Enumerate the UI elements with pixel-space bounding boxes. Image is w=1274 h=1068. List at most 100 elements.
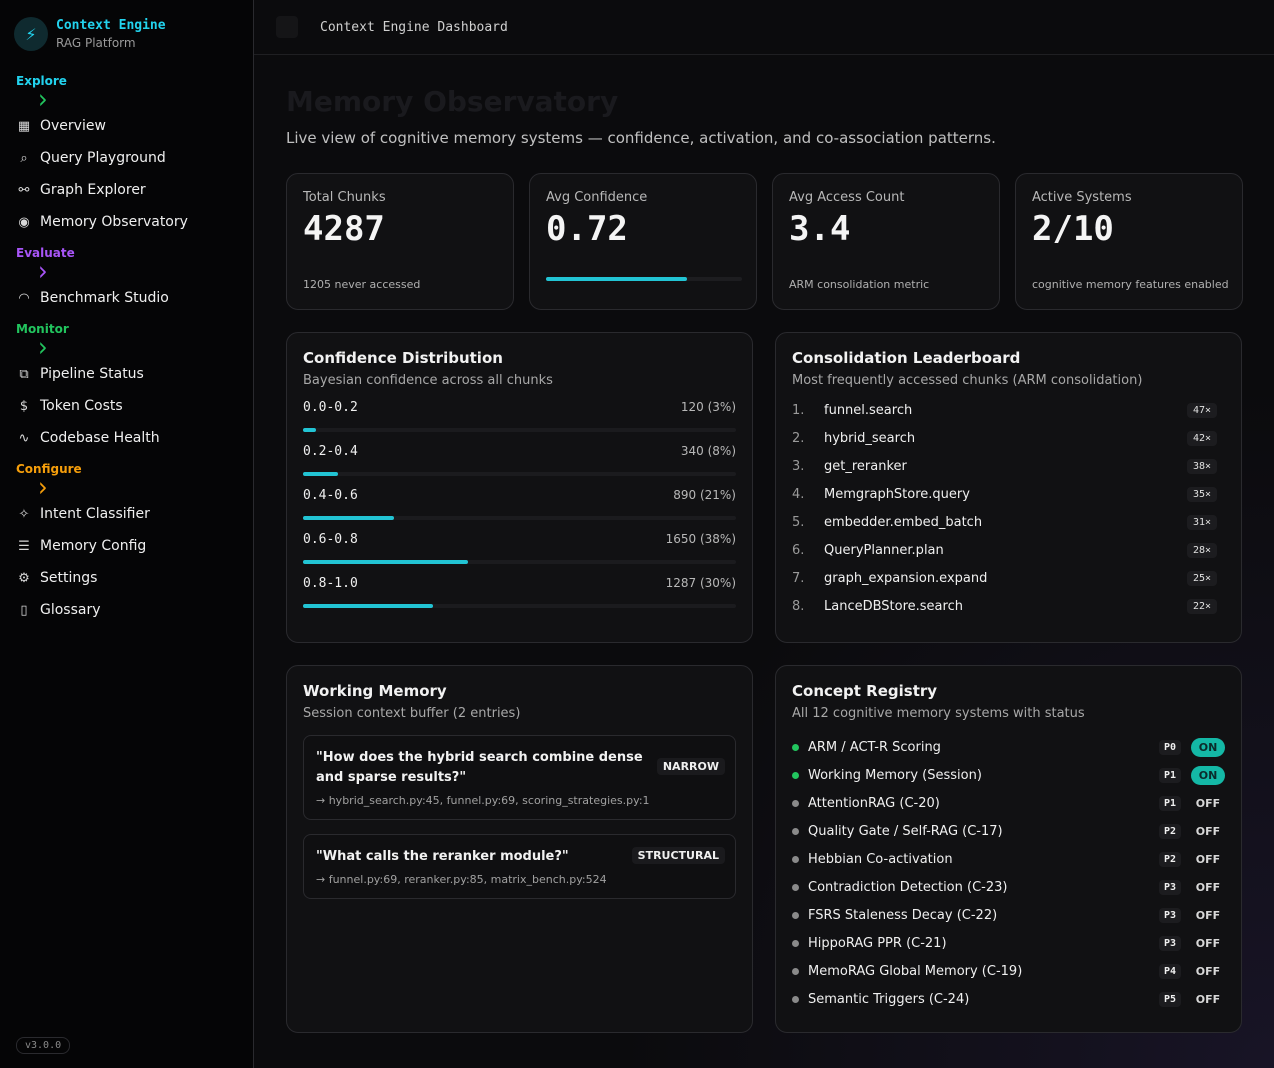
state-toggle[interactable]: OFF (1195, 908, 1221, 922)
leaderboard-row[interactable]: 1. funnel.search 47× (792, 396, 1225, 424)
nav-section-monitor: Monitor (16, 322, 69, 336)
state-toggle[interactable]: OFF (1195, 936, 1221, 950)
leaderboard-row[interactable]: 8. LanceDBStore.search 22× (792, 592, 1225, 620)
pipeline-icon: ⧉ (19, 366, 29, 382)
access-count-badge: 22× (1186, 598, 1217, 614)
distribution-row: 0.4-0.6 890 (21%) (303, 488, 736, 520)
status-dot (792, 855, 799, 863)
chunk-name: QueryPlanner.plan (824, 542, 944, 558)
chevron-right-icon[interactable]: › (38, 471, 48, 503)
stat-card: Total Chunks 4287 1205 never accessed (286, 173, 514, 310)
state-toggle[interactable]: ON (1191, 737, 1225, 757)
state-toggle[interactable]: OFF (1195, 852, 1221, 866)
intent-tag: STRUCTURAL (631, 847, 725, 864)
nav-section-evaluate: Evaluate (16, 246, 75, 260)
bin-bar-fill (303, 604, 433, 608)
main-content: Context Engine Dashboard Memory Observat… (254, 0, 1274, 1068)
working-memory-panel: Working Memory Session context buffer (2… (286, 665, 753, 1033)
sidebar-toggle-button[interactable] (276, 16, 298, 38)
state-toggle[interactable]: OFF (1195, 964, 1221, 978)
bolt-icon: ⚡ (14, 17, 48, 51)
sidebar-item-pipeline-status[interactable]: ⧉ Pipeline Status (16, 358, 253, 390)
chevron-right-icon[interactable]: › (38, 83, 48, 115)
topbar-title: Context Engine Dashboard (320, 19, 508, 35)
registry-row: ARM / ACT-R Scoring P0 ON (792, 733, 1225, 761)
priority-badge: P3 (1158, 935, 1181, 951)
leaderboard-row[interactable]: 3. get_reranker 38× (792, 452, 1225, 480)
chevron-right-icon[interactable]: › (38, 255, 48, 287)
panel-title: Confidence Distribution (303, 349, 503, 367)
system-name: Hebbian Co-activation (808, 851, 953, 867)
bin-bar-fill (303, 428, 316, 432)
sidebar-item-intent-classifier[interactable]: ✧ Intent Classifier (16, 498, 253, 530)
state-toggle[interactable]: ON (1191, 765, 1225, 785)
sidebar-item-settings[interactable]: ⚙ Settings (16, 562, 253, 594)
bin-bar-track (303, 516, 736, 520)
rank-label: 8. (792, 598, 805, 614)
distribution-row: 0.6-0.8 1650 (38%) (303, 532, 736, 564)
bin-range-label: 0.2-0.4 (303, 444, 358, 459)
state-toggle[interactable]: OFF (1195, 796, 1221, 810)
system-name: Contradiction Detection (C-23) (808, 879, 1008, 895)
book-icon: ▯ (20, 602, 28, 618)
sidebar-item-query-playground[interactable]: ⌕ Query Playground (16, 142, 253, 174)
sidebar-item-codebase-health[interactable]: ∿ Codebase Health (16, 422, 253, 454)
stat-note: 1205 never accessed (303, 278, 421, 291)
sidebar-item-memory-config[interactable]: ☰ Memory Config (16, 530, 253, 562)
sidebar-item-token-costs[interactable]: $ Token Costs (16, 390, 253, 422)
leaderboard-row[interactable]: 2. hybrid_search 42× (792, 424, 1225, 452)
registry-row: Working Memory (Session) P1 ON (792, 761, 1225, 789)
priority-badge: P3 (1158, 879, 1181, 895)
sidebar-item-benchmark-studio[interactable]: ◠ Benchmark Studio (16, 282, 253, 314)
rank-label: 7. (792, 570, 805, 586)
sidebar-item-overview[interactable]: ▦ Overview (16, 110, 253, 142)
rank-label: 4. (792, 486, 805, 502)
stat-value: 0.72 (546, 209, 628, 249)
working-memory-entry[interactable]: "How does the hybrid search combine dens… (303, 735, 736, 820)
brand-subtitle: RAG Platform (56, 36, 136, 50)
panel-subtitle: All 12 cognitive memory systems with sta… (792, 706, 1085, 721)
status-dot (792, 883, 799, 891)
sidebar: ⚡ Context Engine RAG Platform Explore › ▦ O… (0, 0, 254, 1068)
bin-count-label: 120 (3%) (680, 400, 736, 414)
graph-icon: ⚯ (18, 182, 30, 198)
leaderboard-row[interactable]: 6. QueryPlanner.plan 28× (792, 536, 1225, 564)
bin-range-label: 0.0-0.2 (303, 400, 358, 415)
state-toggle[interactable]: OFF (1195, 992, 1221, 1006)
sidebar-item-label: Settings (40, 570, 98, 586)
state-toggle[interactable]: OFF (1195, 880, 1221, 894)
leaderboard-row[interactable]: 7. graph_expansion.expand 25× (792, 564, 1225, 592)
eye-icon: ◉ (18, 214, 30, 230)
sidebar-item-glossary[interactable]: ▯ Glossary (16, 594, 253, 626)
priority-badge: P0 (1158, 739, 1181, 755)
registry-row: FSRS Staleness Decay (C-22) P3 OFF (792, 901, 1225, 929)
distribution-row: 0.0-0.2 120 (3%) (303, 400, 736, 432)
chunk-name: get_reranker (824, 458, 907, 474)
sparkles-icon: ✧ (18, 506, 30, 522)
sidebar-item-memory-observatory[interactable]: ◉ Memory Observatory (16, 206, 253, 238)
stat-value: 4287 (303, 209, 385, 249)
chunk-name: MemgraphStore.query (824, 486, 970, 502)
entry-sources: → hybrid_search.py:45, funnel.py:69, sco… (316, 794, 650, 807)
brand[interactable]: ⚡ Context Engine RAG Platform (0, 0, 253, 56)
system-name: Quality Gate / Self-RAG (C-17) (808, 823, 1003, 839)
leaderboard-row[interactable]: 5. embedder.embed_batch 31× (792, 508, 1225, 536)
working-memory-entry[interactable]: "What calls the reranker module?" STRUCTU… (303, 834, 736, 899)
sidebar-item-graph-explorer[interactable]: ⚯ Graph Explorer (16, 174, 253, 206)
chevron-right-icon[interactable]: › (38, 331, 48, 363)
leaderboard-row[interactable]: 4. MemgraphStore.query 35× (792, 480, 1225, 508)
entry-sources: → funnel.py:69, reranker.py:85, matrix_b… (316, 873, 607, 886)
bin-count-label: 1287 (30%) (665, 576, 736, 590)
state-toggle[interactable]: OFF (1195, 824, 1221, 838)
priority-badge: P5 (1158, 991, 1181, 1007)
sidebar-item-label: Glossary (40, 602, 101, 618)
bin-count-label: 1650 (38%) (665, 532, 736, 546)
bin-bar-track (303, 560, 736, 564)
sidebar-item-label: Query Playground (40, 150, 166, 166)
status-dot (792, 799, 799, 807)
progress-fill (546, 277, 688, 281)
rank-label: 2. (792, 430, 805, 446)
dollar-icon: $ (19, 398, 29, 414)
nav-section-configure: Configure (16, 462, 82, 476)
status-dot (792, 995, 799, 1003)
